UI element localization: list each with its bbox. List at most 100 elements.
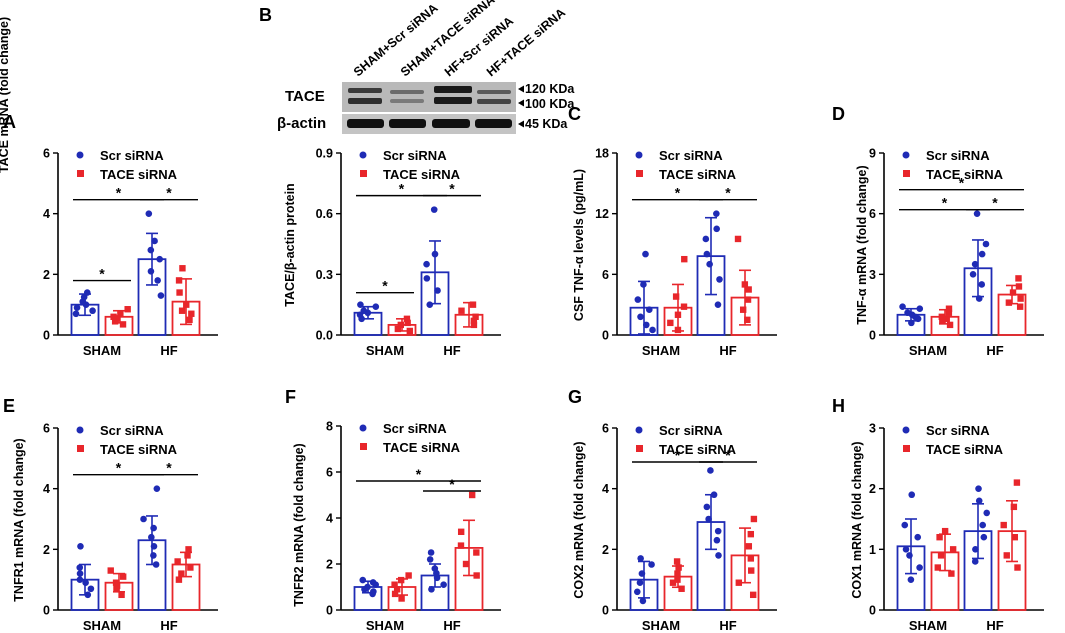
legend-label-scr: Scr siRNA	[659, 148, 723, 163]
data-point	[107, 567, 114, 574]
data-point	[457, 528, 465, 535]
significance-star: *	[116, 185, 122, 201]
legend-label-scr: Scr siRNA	[926, 148, 990, 163]
blot-row-label: β-actin	[277, 115, 326, 132]
y-tick-label: 2	[43, 543, 50, 557]
data-point	[714, 301, 722, 308]
y-tick-label: 0	[869, 329, 876, 343]
data-point	[714, 527, 722, 535]
data-point	[972, 546, 979, 553]
data-point	[470, 317, 478, 325]
legend-marker-scr	[359, 151, 367, 159]
y-axis-label: TACE mRNA (fold change)	[0, 17, 11, 173]
data-point	[184, 552, 191, 559]
band	[390, 99, 424, 103]
data-point	[1016, 303, 1024, 310]
data-point	[357, 301, 364, 308]
data-point	[1011, 534, 1019, 541]
y-axis-label: CSF TNF-α levels (pg/mL)	[572, 169, 586, 321]
x-tick-label: SHAM	[83, 618, 121, 633]
data-point	[423, 260, 430, 268]
y-tick-label: 0.0	[316, 329, 333, 343]
data-point	[705, 515, 712, 523]
legend-marker-tace	[77, 170, 84, 177]
data-point	[458, 307, 465, 314]
data-point	[674, 326, 682, 334]
significance-star: *	[166, 460, 172, 476]
chart-panel-c: C 0 6 12 18 CSF TNF-α levels (pg/mL) SHAM HF Scr…	[568, 104, 777, 358]
data-point	[680, 303, 688, 310]
data-point	[175, 576, 183, 583]
significance-star: *	[166, 185, 172, 201]
data-point	[140, 515, 147, 523]
y-tick-label: 4	[43, 207, 50, 221]
data-point	[674, 576, 681, 583]
data-point	[908, 491, 916, 499]
data-point	[734, 235, 742, 243]
data-point	[645, 306, 653, 314]
chart-panel-h: H 0 1 2 3 COX1 mRNA (fold change) SHAM HF Scr si…	[832, 396, 1044, 633]
blot-bands	[347, 86, 512, 128]
band	[477, 90, 511, 94]
legend-label-tace: TACE siRNA	[383, 440, 461, 455]
data-point	[428, 586, 435, 593]
data-point	[681, 255, 688, 263]
y-tick-label: 0.9	[316, 147, 333, 161]
y-tick-label: 2	[43, 268, 50, 282]
data-point	[76, 570, 84, 577]
legend-marker-tace	[636, 170, 643, 177]
data-point	[147, 246, 155, 254]
data-point	[674, 570, 681, 577]
band	[477, 99, 511, 104]
data-point	[151, 237, 158, 245]
legend-marker-tace	[636, 445, 643, 452]
x-tick-label: SHAM	[366, 618, 404, 633]
legend-marker-scr	[635, 151, 643, 159]
data-point	[637, 313, 644, 321]
panel-label-d: D	[832, 104, 845, 124]
significance-star: *	[99, 266, 105, 282]
band	[348, 88, 382, 93]
data-point	[431, 250, 439, 258]
data-point	[119, 321, 127, 328]
data-point	[916, 305, 924, 313]
chart-panel-b: 0.0 0.3 0.6 0.9 TACE/β-actin protein SHAM HF Sc…	[283, 147, 501, 358]
data-point	[973, 210, 981, 217]
significance-star: *	[959, 175, 965, 191]
significance-star: *	[992, 195, 998, 211]
data-point	[117, 310, 124, 317]
data-point	[470, 321, 478, 329]
y-tick-label: 6	[869, 207, 876, 221]
data-point	[747, 530, 755, 538]
legend-label-tace: TACE siRNA	[926, 442, 1004, 457]
data-point	[119, 573, 127, 580]
data-point	[394, 325, 402, 333]
marker-arrow-icon	[518, 120, 524, 128]
x-tick-label: HF	[986, 343, 1003, 358]
data-point	[473, 572, 480, 579]
data-point	[426, 301, 434, 308]
data-point	[946, 321, 954, 329]
y-axis-label: TNFR1 mRNA (fold change)	[12, 438, 26, 601]
data-point	[1013, 479, 1021, 486]
data-point	[971, 558, 979, 565]
data-point	[174, 558, 181, 565]
x-tick-label: HF	[160, 618, 177, 633]
y-axis-label: TNFR2 mRNA (fold change)	[292, 443, 306, 606]
blot-membrane	[342, 82, 516, 112]
data-point	[703, 503, 711, 511]
y-axis-label: COX1 mRNA (fold change)	[850, 441, 864, 598]
y-tick-label: 4	[43, 482, 50, 496]
data-point	[1014, 564, 1021, 571]
panel-label-f: F	[285, 387, 296, 407]
data-point	[750, 515, 758, 523]
data-point	[636, 579, 644, 586]
data-point	[634, 296, 642, 303]
data-point	[179, 265, 186, 272]
panel-label-c: C	[568, 104, 581, 124]
data-point	[391, 590, 399, 598]
y-tick-label: 0.6	[316, 207, 333, 221]
data-point	[716, 276, 723, 283]
